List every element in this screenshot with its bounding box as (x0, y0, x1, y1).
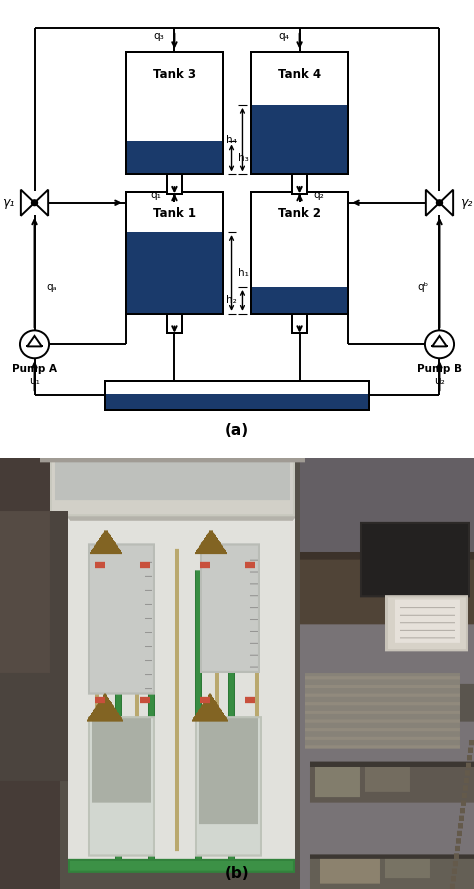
Text: h₂: h₂ (226, 295, 237, 306)
FancyBboxPatch shape (126, 192, 223, 314)
Text: γ₁: γ₁ (1, 196, 14, 209)
Polygon shape (27, 336, 42, 347)
Text: Tank 3: Tank 3 (153, 68, 196, 81)
Text: Tank 1: Tank 1 (153, 207, 196, 220)
FancyBboxPatch shape (167, 178, 182, 194)
Text: q₁: q₁ (150, 190, 161, 200)
FancyBboxPatch shape (251, 192, 348, 314)
Text: h₄: h₄ (226, 134, 237, 145)
Text: h₃: h₃ (238, 153, 249, 163)
Polygon shape (35, 189, 48, 216)
Text: u₂: u₂ (434, 376, 445, 386)
FancyBboxPatch shape (292, 174, 307, 194)
Polygon shape (21, 189, 35, 216)
Text: q₄: q₄ (279, 31, 290, 41)
Text: h₁: h₁ (238, 268, 249, 278)
FancyBboxPatch shape (105, 381, 369, 410)
Text: qₐ: qₐ (46, 282, 56, 292)
FancyBboxPatch shape (126, 52, 223, 174)
FancyBboxPatch shape (292, 178, 307, 194)
Polygon shape (426, 189, 439, 216)
Text: Tank 4: Tank 4 (278, 68, 321, 81)
FancyBboxPatch shape (292, 314, 307, 333)
Text: (b): (b) (225, 866, 249, 881)
Text: q₃: q₃ (154, 31, 164, 41)
FancyBboxPatch shape (167, 174, 182, 194)
Text: qᵇ: qᵇ (417, 282, 428, 292)
FancyBboxPatch shape (292, 316, 307, 333)
Polygon shape (432, 336, 447, 347)
FancyBboxPatch shape (251, 105, 348, 174)
Circle shape (31, 200, 37, 205)
Text: (a): (a) (225, 423, 249, 438)
FancyBboxPatch shape (126, 232, 223, 314)
FancyBboxPatch shape (251, 52, 348, 174)
FancyBboxPatch shape (105, 394, 369, 410)
Text: Tank 2: Tank 2 (278, 207, 321, 220)
Circle shape (437, 200, 443, 205)
Polygon shape (439, 189, 453, 216)
Text: u₁: u₁ (29, 376, 40, 386)
FancyBboxPatch shape (126, 141, 223, 174)
FancyBboxPatch shape (251, 287, 348, 314)
Circle shape (425, 331, 454, 358)
Text: Pump B: Pump B (417, 364, 462, 374)
FancyBboxPatch shape (167, 316, 182, 333)
Circle shape (20, 331, 49, 358)
Text: q₂: q₂ (313, 190, 324, 200)
FancyBboxPatch shape (167, 314, 182, 333)
Text: γ₂: γ₂ (460, 196, 473, 209)
Text: Pump A: Pump A (12, 364, 57, 374)
